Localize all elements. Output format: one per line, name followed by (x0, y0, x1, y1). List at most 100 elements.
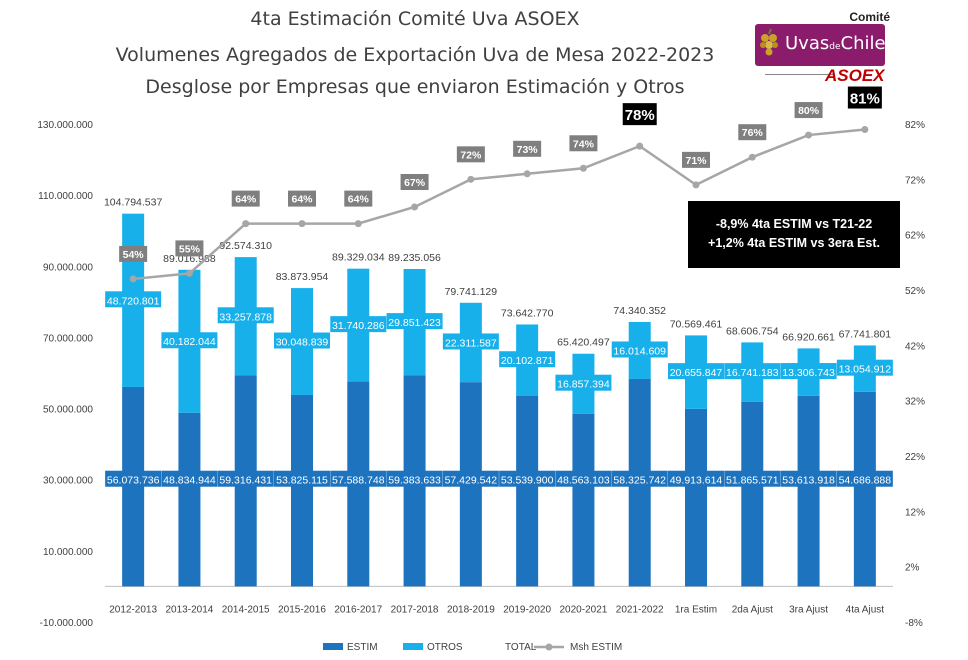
otros-data-label: 16.014.609 (613, 345, 666, 357)
estim-label-bg (611, 470, 668, 487)
otros-label-bg (386, 313, 443, 330)
y-left-tick-label: 10.000.000 (43, 547, 93, 558)
bar-estim (685, 408, 707, 587)
legend-msh-marker (545, 643, 553, 651)
x-tick-label: 2020-2021 (560, 604, 608, 615)
estim-label-bg (330, 470, 387, 487)
msh-label-bg (622, 103, 657, 126)
estim-data-label: 53.613.918 (782, 475, 835, 487)
y-left-tick-label: 70.000.000 (43, 333, 93, 344)
y-left-tick-label: 50.000.000 (43, 405, 93, 416)
msh-label-bg (794, 102, 823, 119)
msh-label-bg (456, 146, 485, 163)
msh-data-label: 73% (517, 144, 539, 156)
y-right-tick-label: 82% (905, 120, 925, 131)
otros-label-bg (555, 374, 612, 391)
otros-data-label: 22.311.587 (445, 337, 497, 349)
x-tick-label: 2014-2015 (222, 604, 270, 615)
chart-title: 4ta Estimación Comité Uva ASOEX (250, 8, 580, 30)
logo-comite-text: Comité (849, 10, 890, 24)
estim-data-label: 57.588.748 (332, 475, 385, 487)
note-line-2: +1,2% 4ta ESTIM vs 3era Est. (708, 236, 880, 250)
otros-label-bg (105, 291, 162, 308)
bar-estim (291, 394, 313, 587)
estim-label-bg (217, 470, 274, 487)
msh-estim-point (636, 142, 644, 150)
estim-data-label: 59.383.633 (388, 475, 441, 487)
msh-label-bg (231, 190, 260, 207)
x-tick-label: 4ta Ajust (846, 604, 885, 615)
otros-data-label: 16.741.183 (726, 367, 779, 379)
chart-subtitle-2: Desglose por Empresas que enviaron Estim… (145, 76, 685, 98)
msh-estim-point (579, 164, 587, 172)
y-left-tick-label: 110.000.000 (38, 191, 93, 202)
otros-label-bg (161, 332, 218, 349)
estim-label-bg (386, 470, 443, 487)
otros-data-label: 20.102.871 (501, 355, 554, 367)
otros-label-bg (780, 363, 837, 380)
msh-estim-point (748, 153, 756, 161)
estim-data-label: 53.539.900 (501, 475, 554, 487)
estim-label-bg (780, 470, 837, 487)
msh-data-label: 78% (625, 107, 655, 124)
msh-label-bg (682, 151, 710, 168)
bar-estim (572, 413, 595, 587)
estim-label-bg (161, 470, 218, 487)
total-data-label: 89.329.034 (332, 252, 385, 264)
bar-estim (741, 401, 764, 587)
x-tick-label: 2015-2016 (278, 604, 326, 615)
msh-estim-point (185, 269, 193, 277)
msh-estim-point (354, 220, 362, 228)
otros-label-bg (442, 333, 499, 350)
msh-estim-line (133, 128, 865, 281)
msh-label-bg (344, 190, 373, 207)
msh-estim-point (523, 170, 531, 178)
total-data-label: 79.741.129 (445, 286, 498, 298)
estim-label-bg (442, 470, 499, 487)
estim-label-bg (499, 470, 556, 487)
legend-otros-label: OTROS (427, 642, 463, 653)
otros-label-bg (836, 359, 893, 376)
asoex-logo-text: ASOEX (825, 66, 885, 85)
msh-estim-point (411, 203, 419, 211)
legend-estim-swatch (323, 643, 343, 650)
otros-data-label: 30.048.839 (276, 337, 329, 349)
estim-label-bg (105, 470, 162, 487)
msh-data-label: 80% (798, 105, 820, 117)
y-right-tick-label: 12% (905, 507, 925, 518)
uvas-de-chile-logo: Comité UvasdeChile ASOEX (755, 8, 890, 88)
bar-estim (516, 395, 539, 587)
x-tick-label: 2021-2022 (616, 604, 664, 615)
comparison-note: -8,9% 4ta ESTIM vs T21-22 +1,2% 4ta ESTI… (688, 201, 900, 268)
estim-data-label: 51.865.571 (726, 475, 779, 487)
msh-estim-point (298, 220, 306, 228)
x-tick-label: 2012-2013 (109, 604, 157, 615)
estim-data-label: 57.429.542 (445, 475, 498, 487)
y-right-tick-label: 42% (905, 341, 925, 352)
estim-data-label: 56.073.736 (107, 475, 160, 487)
total-data-label: 67.741.801 (839, 328, 892, 340)
bar-estim (853, 391, 876, 587)
msh-data-label: 76% (742, 127, 764, 139)
estim-label-bg (724, 470, 781, 487)
otros-label-bg (724, 363, 781, 380)
msh-data-label: 74% (573, 138, 595, 150)
logo-badge: UvasdeChile (755, 24, 886, 66)
estim-data-label: 48.834.944 (163, 475, 216, 487)
otros-label-bg (274, 332, 330, 349)
msh-estim-point (129, 275, 137, 283)
msh-estim-point (242, 220, 250, 228)
legend-otros-swatch (403, 643, 423, 650)
legend-msh-label: Msh ESTIM (570, 642, 622, 653)
total-data-label: 92.574.310 (219, 240, 272, 252)
chart-subtitle: Volumenes Agregados de Exportación Uva d… (115, 44, 715, 66)
estim-label-bg (668, 470, 724, 487)
x-tick-label: 2016-2017 (334, 604, 382, 615)
msh-label-bg (400, 174, 429, 190)
msh-estim-point (861, 126, 869, 134)
x-tick-label: 2018-2019 (447, 604, 495, 615)
x-tick-label: 1ra Estim (675, 604, 717, 615)
y-right-tick-label: -8% (905, 618, 923, 629)
x-tick-label: 3ra Ajust (789, 604, 828, 615)
